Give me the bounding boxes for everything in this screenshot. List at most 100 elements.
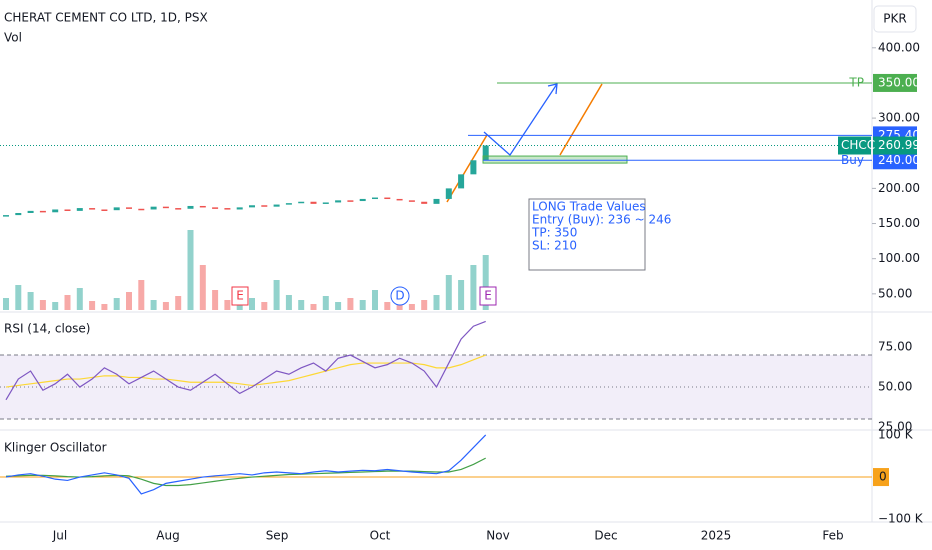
x-tick-label: Oct (370, 529, 391, 543)
y-tick-label: 300.00 (878, 111, 920, 125)
volume-bar (113, 298, 120, 310)
candle (224, 208, 231, 210)
volume-bar (236, 304, 243, 310)
y-tick-label: 75.00 (878, 340, 912, 354)
rsi-line (5, 320, 486, 401)
note-line: SL: 210 (532, 239, 577, 253)
arrow-head (547, 83, 558, 95)
y-tick-label: 100.00 (878, 251, 920, 265)
volume-bar (187, 230, 194, 310)
klinger-title: Klinger Oscillator (4, 441, 107, 455)
volume-bar (249, 298, 255, 310)
candle (162, 206, 169, 209)
y-tick-label: 50.00 (878, 286, 912, 300)
candle (249, 205, 255, 208)
event-marker (231, 286, 249, 306)
symbol-title: CHERAT CEMENT CO LTD, 1D, PSX (4, 11, 208, 25)
volume-bar (408, 304, 415, 310)
volume-bar (445, 275, 452, 310)
y-tick-label: 400.00 (878, 40, 920, 54)
candle (433, 198, 440, 204)
volume-bar (138, 280, 145, 310)
candle (175, 208, 182, 210)
candle (150, 206, 157, 210)
candle (212, 207, 219, 209)
candle (3, 215, 9, 217)
x-tick-label: Dec (594, 529, 617, 543)
volume-bar (150, 300, 157, 310)
candle (261, 205, 268, 207)
price-tag (873, 151, 917, 170)
price-tag (873, 73, 917, 92)
volume-bar (322, 296, 329, 310)
symbol-tag-label: CHCC (841, 138, 875, 152)
candle (113, 207, 120, 211)
volume-bar (421, 300, 428, 310)
event-marker (390, 286, 410, 306)
y-tick-label: 100 K (878, 427, 914, 441)
volume-bar (310, 304, 317, 310)
candle (187, 205, 194, 209)
volume-bar (470, 265, 477, 310)
volume-bar (162, 302, 169, 310)
entry-zone (482, 155, 628, 164)
volume-bar (101, 304, 108, 310)
volume-bar (335, 302, 342, 310)
candle (15, 212, 22, 216)
candle (396, 198, 403, 201)
rsi-title: RSI (14, close) (4, 322, 90, 336)
y-tick-label: 25.00 (878, 420, 912, 434)
symbol-tag (838, 136, 871, 155)
volume-bar (261, 302, 268, 310)
volume-bar (76, 288, 83, 310)
candle (458, 174, 465, 189)
volume-bar (64, 295, 71, 310)
candle (273, 204, 280, 207)
price-tag (873, 136, 917, 155)
candle (285, 203, 292, 205)
event-label: D (395, 289, 404, 303)
candle (52, 209, 59, 213)
candle (384, 197, 391, 200)
rsi-ma-line (5, 354, 486, 388)
volume-bar (273, 280, 280, 310)
y-tick-label: 50.00 (878, 380, 912, 394)
volume-bar (347, 298, 354, 310)
volume-bar (3, 298, 9, 310)
event-marker (479, 286, 497, 306)
note-title: LONG Trade Values (532, 200, 646, 214)
x-tick-label: Jul (52, 529, 67, 543)
x-tick-label: Nov (486, 529, 509, 543)
currency-button[interactable] (873, 5, 917, 33)
projection-arrow (483, 83, 558, 156)
x-tick-label: Sep (266, 529, 289, 543)
candle (64, 209, 71, 211)
candle (335, 200, 342, 203)
currency[interactable]: PKR (883, 12, 906, 26)
candle (138, 208, 145, 211)
price-tag-label: 240.00 (878, 153, 920, 167)
candle (236, 207, 243, 210)
candle (101, 209, 108, 211)
volume-bar (27, 292, 34, 310)
volume-bar (285, 295, 292, 310)
klinger-line (5, 434, 487, 495)
event-label: E (484, 289, 492, 303)
candle (76, 208, 83, 211)
volume-bar (384, 302, 391, 310)
volume-bar (199, 265, 206, 310)
volume-bar (39, 300, 46, 310)
candle (408, 200, 415, 202)
candle (482, 145, 489, 161)
x-tick-label: 2025 (701, 529, 732, 543)
x-tick-label: Aug (156, 529, 179, 543)
level-name: TP (848, 75, 864, 89)
candle (298, 201, 305, 204)
candle (421, 201, 428, 204)
zero-tag (873, 468, 889, 487)
y-tick-label: −100 K (878, 512, 924, 526)
note-line: Entry (Buy): 236 ~ 246 (532, 213, 671, 227)
event-label: E (236, 289, 244, 303)
